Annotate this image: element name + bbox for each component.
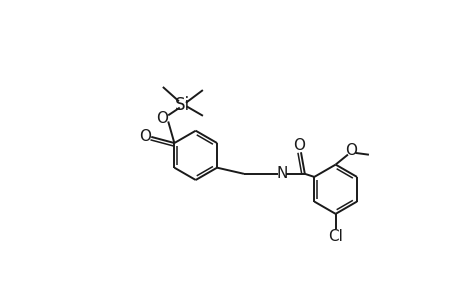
Text: Si: Si <box>174 95 189 113</box>
Text: O: O <box>156 111 168 126</box>
Text: N: N <box>275 166 287 181</box>
Text: O: O <box>293 138 305 153</box>
Text: Cl: Cl <box>327 229 342 244</box>
Text: O: O <box>139 129 151 144</box>
Text: O: O <box>344 143 356 158</box>
